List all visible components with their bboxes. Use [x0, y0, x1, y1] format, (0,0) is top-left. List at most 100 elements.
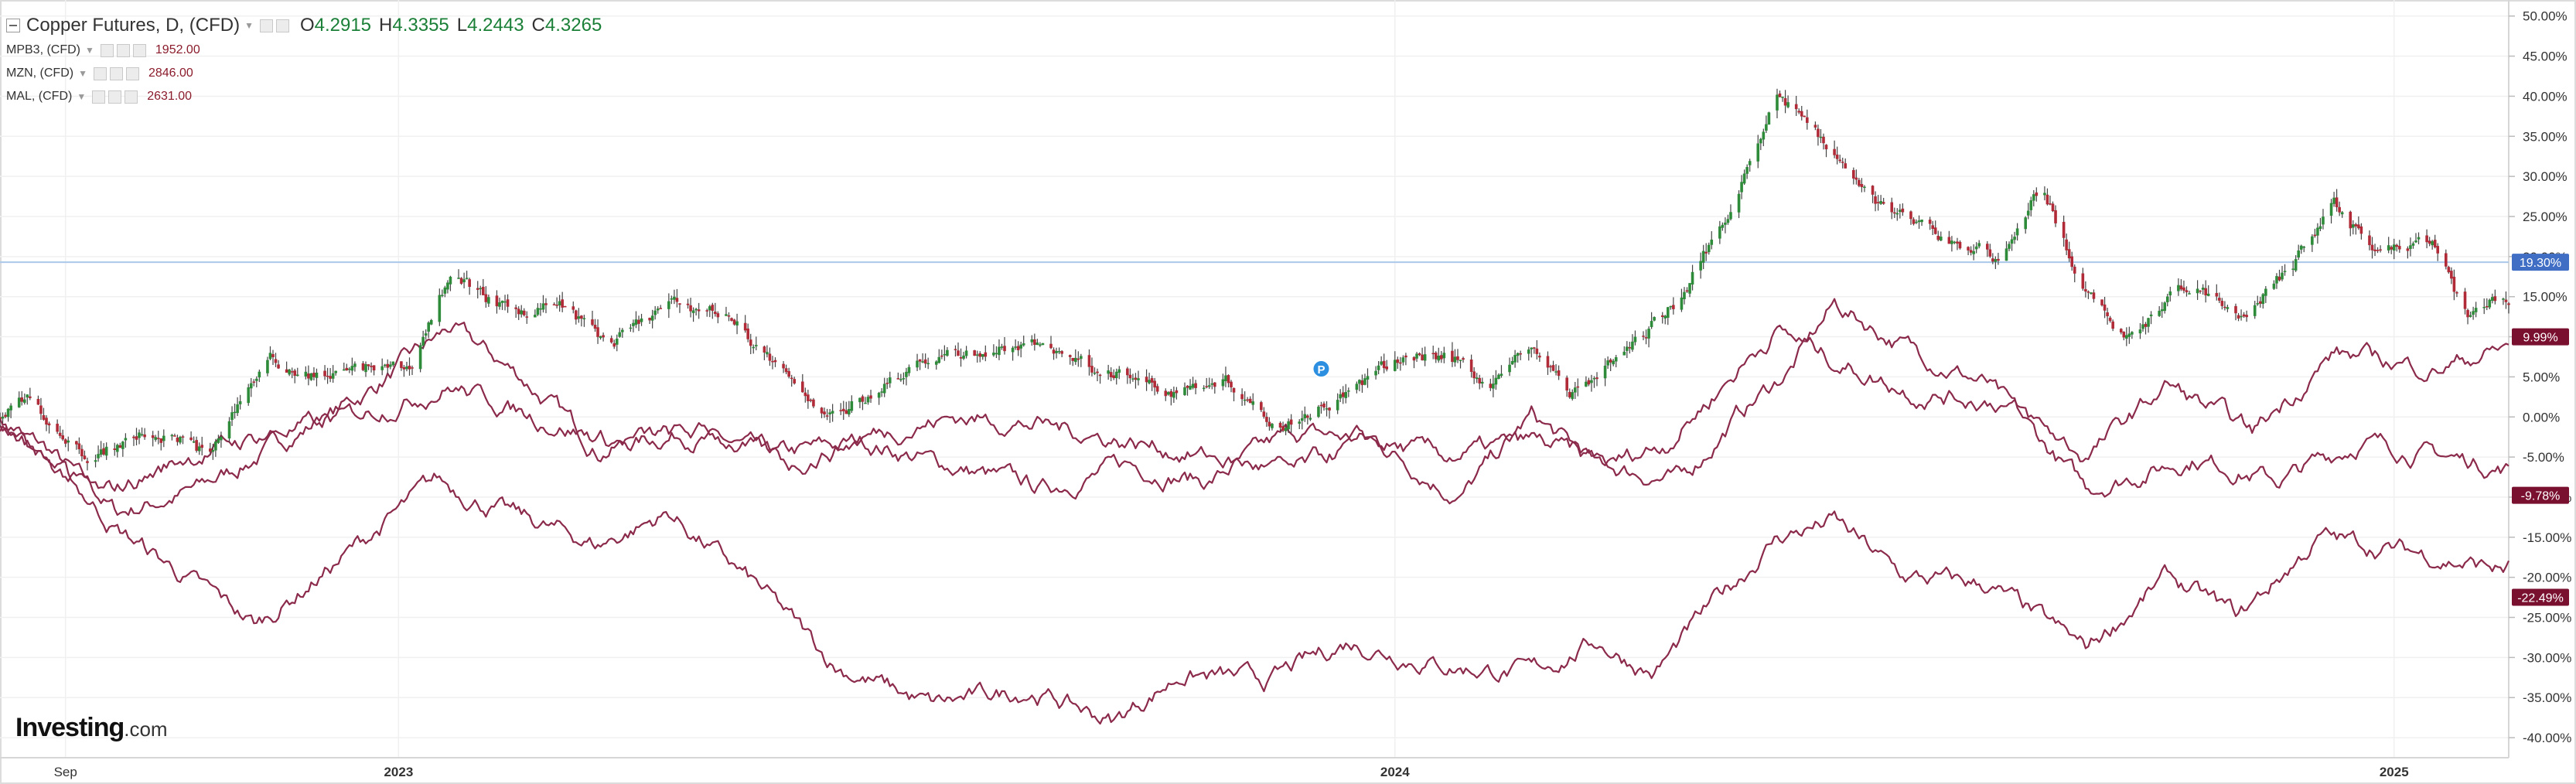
- candle-body: [288, 369, 291, 375]
- candle-body: [978, 353, 982, 357]
- candle-body: [916, 360, 919, 368]
- ohlc-close-label: C: [531, 15, 545, 36]
- candle-body: [2065, 239, 2068, 251]
- candle-body: [648, 317, 651, 321]
- candle-body: [353, 363, 357, 367]
- candle-body: [882, 383, 886, 394]
- y-tick-label: 15.00%: [2523, 290, 2567, 305]
- candle-body: [746, 328, 749, 339]
- candle-body: [807, 394, 810, 401]
- collapse-legend-icon[interactable]: [6, 19, 20, 32]
- y-tick-label: 25.00%: [2523, 210, 2567, 224]
- candle-body: [2005, 248, 2008, 261]
- candle-body: [1374, 370, 1377, 376]
- candle-body: [2357, 224, 2360, 229]
- candle-body: [2275, 276, 2278, 284]
- candle-body: [1284, 428, 1288, 431]
- candle-body: [304, 371, 308, 377]
- candle-body: [522, 310, 526, 315]
- candle-body: [1191, 383, 1195, 388]
- candle-body: [637, 319, 640, 324]
- candle-body: [2119, 329, 2123, 332]
- close-icon[interactable]: [132, 43, 146, 57]
- candle-body: [2411, 243, 2415, 246]
- candle-body: [2291, 268, 2295, 270]
- candle-body: [1742, 173, 1746, 184]
- candle-body: [121, 441, 125, 449]
- candle-body: [877, 393, 881, 398]
- close-icon[interactable]: [125, 66, 139, 80]
- chevron-down-icon[interactable]: ▼: [244, 20, 254, 31]
- compare-value: 2846.00: [148, 66, 193, 80]
- candle-body: [1500, 373, 1503, 377]
- candle-body: [277, 364, 280, 369]
- candle-body: [708, 306, 711, 311]
- candle-body: [156, 438, 160, 439]
- candle-body: [1527, 349, 1530, 354]
- candle-body: [443, 287, 447, 294]
- candle-body: [2253, 305, 2257, 316]
- candle-body: [1475, 377, 1479, 380]
- candle-body: [2008, 244, 2011, 249]
- candle-body: [2349, 211, 2353, 229]
- chevron-down-icon[interactable]: ▼: [78, 68, 87, 79]
- candle-body: [1289, 419, 1293, 425]
- hide-icon[interactable]: [275, 19, 289, 32]
- hide-icon[interactable]: [108, 90, 122, 104]
- event-marker[interactable]: [1312, 360, 1331, 379]
- candle-body: [743, 322, 747, 331]
- candle-body: [47, 423, 51, 426]
- candle-body: [2070, 256, 2074, 268]
- chevron-down-icon[interactable]: ▼: [85, 45, 94, 56]
- candle-body: [1663, 315, 1667, 319]
- close-icon[interactable]: [125, 90, 138, 104]
- candle-body: [132, 436, 135, 438]
- chevron-down-icon[interactable]: ▼: [77, 91, 87, 102]
- candle-body: [937, 356, 941, 363]
- candle-body: [1844, 163, 1848, 169]
- candle-body: [1308, 418, 1312, 420]
- candle-body: [541, 303, 545, 310]
- candle-body: [2482, 306, 2486, 308]
- candle-body: [118, 445, 122, 448]
- series-line: [0, 298, 2509, 516]
- hide-icon[interactable]: [109, 66, 123, 80]
- settings-icon[interactable]: [92, 90, 106, 104]
- candle-body: [850, 401, 854, 411]
- candle-body: [151, 435, 155, 438]
- price-tag-label: 9.99%: [2523, 332, 2557, 345]
- candle-body: [2436, 246, 2440, 254]
- candle-body: [2024, 217, 2028, 230]
- legend-compare-row: MZN, (CFD) ▼ 2846.00: [6, 62, 602, 85]
- hide-icon[interactable]: [116, 43, 130, 57]
- compare-value: 2631.00: [147, 90, 193, 103]
- candle-body: [1854, 177, 1858, 180]
- settings-icon[interactable]: [93, 66, 107, 80]
- candle-body: [839, 410, 843, 411]
- y-tick-label: -15.00%: [2523, 530, 2571, 545]
- candle-body: [350, 366, 354, 371]
- settings-icon[interactable]: [100, 43, 114, 57]
- settings-icon[interactable]: [259, 19, 273, 32]
- candle-body: [1472, 371, 1476, 379]
- candle-body: [1341, 392, 1345, 397]
- event-markers[interactable]: PP: [1312, 232, 2576, 379]
- candle-body: [659, 308, 663, 309]
- candle-body: [285, 369, 288, 373]
- candle-body: [1251, 401, 1255, 405]
- candle-body: [2149, 314, 2153, 316]
- candle-body: [2452, 276, 2456, 292]
- candle-body: [1060, 351, 1063, 354]
- candle-body: [1358, 380, 1361, 384]
- candle-body: [2256, 303, 2260, 305]
- candle-body: [421, 336, 425, 346]
- candle-body: [2168, 291, 2172, 296]
- candle-body: [689, 305, 692, 312]
- candle-body: [539, 308, 542, 310]
- candle-body: [2160, 309, 2164, 312]
- candle-body: [804, 392, 807, 397]
- candle-body: [380, 366, 384, 370]
- candle-body: [1917, 220, 1921, 223]
- candle-body: [1762, 131, 1766, 140]
